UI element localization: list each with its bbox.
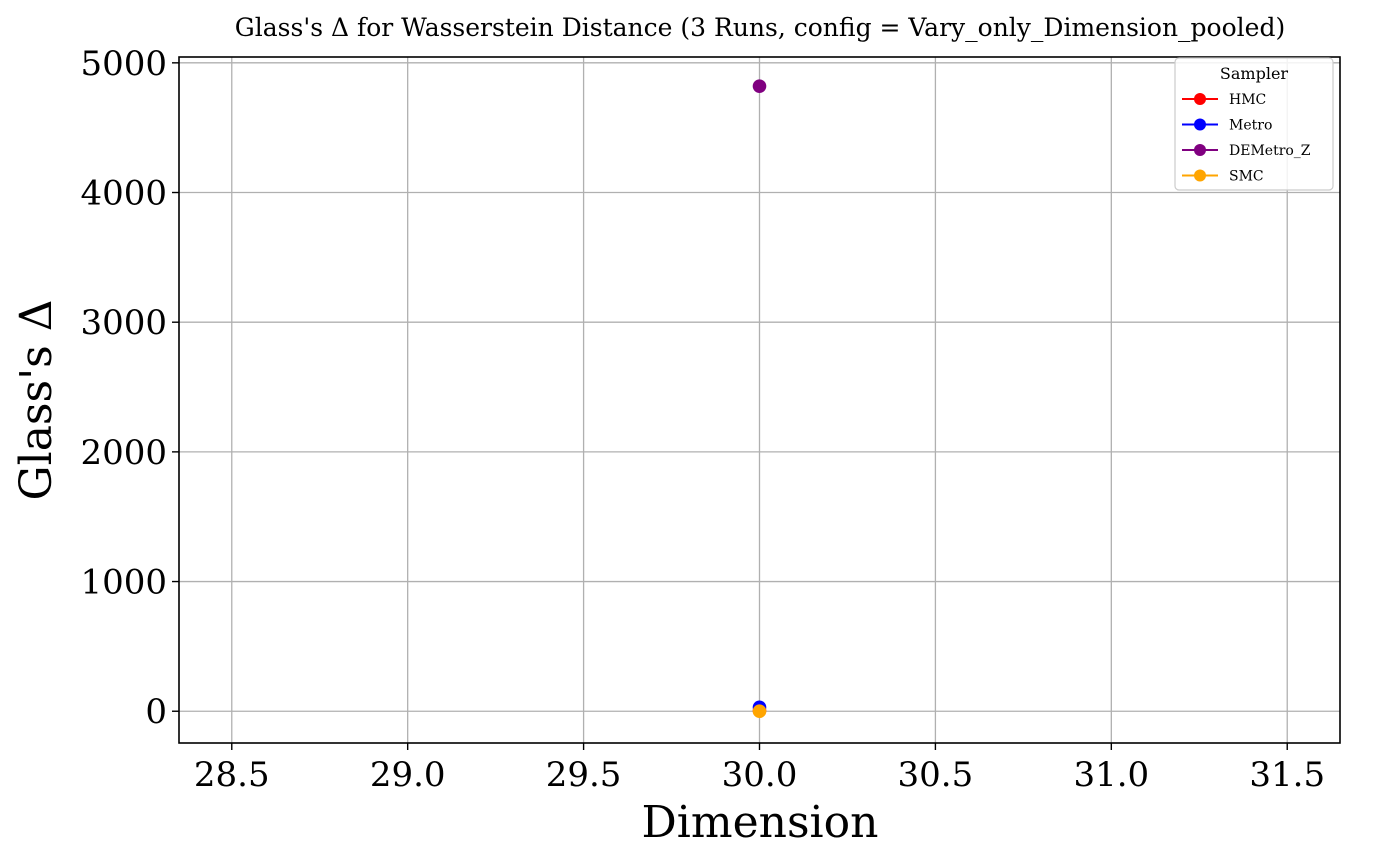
series-smc xyxy=(752,704,767,719)
data-point xyxy=(752,79,767,93)
y-tick-label: 3000 xyxy=(80,303,167,343)
x-tick-label: 31.0 xyxy=(1073,755,1149,795)
legend-items: HMC Metro DEMetro_Z SMC xyxy=(1182,92,1311,185)
y-axis-label: Glass's Δ xyxy=(11,299,62,500)
x-tick-label: 28.5 xyxy=(194,755,270,795)
y-tick-label: 0 xyxy=(145,692,167,732)
legend-title: Sampler xyxy=(1220,64,1289,83)
y-tick-label: 5000 xyxy=(80,44,167,84)
ticks: 28.5 29.0 29.5 30.0 30.5 31.0 31.5 0 1000 2000 300… xyxy=(80,44,1325,795)
y-tick-label: 1000 xyxy=(80,563,167,603)
legend-marker xyxy=(1194,144,1206,156)
legend-label: Metro xyxy=(1229,118,1272,134)
legend-box xyxy=(1174,57,1334,191)
x-axis-label: Dimension xyxy=(642,797,879,848)
grid xyxy=(179,57,1340,743)
legend-label: HMC xyxy=(1229,92,1266,108)
legend-entry: HMC xyxy=(1182,92,1266,108)
legend: Sampler HMC Metro DEMetro_Z SMC xyxy=(1174,57,1334,191)
legend-label: SMC xyxy=(1229,169,1264,185)
y-tick-label: 2000 xyxy=(80,433,167,473)
x-tick-label: 29.0 xyxy=(370,755,446,795)
series-layer xyxy=(752,79,767,719)
legend-entry: SMC xyxy=(1182,169,1264,185)
legend-marker xyxy=(1194,169,1206,182)
x-tick-label: 30.0 xyxy=(722,755,798,795)
chart-title: Glass's Δ for Wasserstein Distance (3 Ru… xyxy=(235,13,1285,42)
legend-entry: Metro xyxy=(1182,118,1272,134)
legend-entry: DEMetro_Z xyxy=(1182,143,1311,159)
x-tick-label: 31.5 xyxy=(1249,755,1325,795)
x-tick-label: 30.5 xyxy=(898,755,974,795)
y-tick-label: 4000 xyxy=(80,174,167,214)
series-demetro-z xyxy=(752,79,767,93)
legend-marker xyxy=(1194,93,1206,105)
legend-marker xyxy=(1194,118,1206,131)
legend-label: DEMetro_Z xyxy=(1229,143,1311,159)
x-tick-label: 29.5 xyxy=(546,755,622,795)
data-point xyxy=(752,704,767,719)
